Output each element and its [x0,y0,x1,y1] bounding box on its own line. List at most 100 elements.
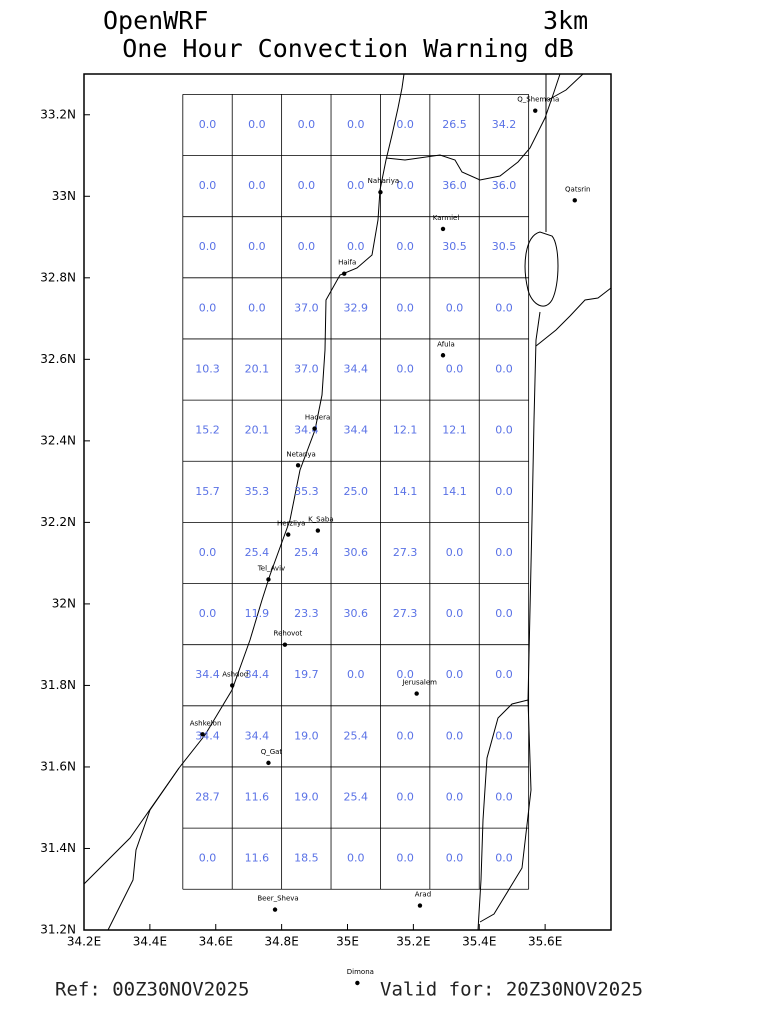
cell-value: 27.3 [393,546,418,559]
y-tick-label: 32.6N [40,352,76,366]
cell-value: 14.1 [393,485,418,498]
cell-value: 34.2 [492,118,517,131]
cell-value: 0.0 [446,668,464,681]
y-tick-label: 31.8N [40,678,76,692]
city-marker [272,907,278,912]
cell-value: 15.7 [195,485,220,498]
cell-value: 35.3 [294,485,319,498]
cell-value: 0.0 [199,546,217,559]
cell-value: 28.7 [195,791,220,804]
cell-value: 0.0 [495,852,513,865]
city-marker [200,732,205,737]
cell-value: 0.0 [495,668,513,681]
cell-value: 34.4 [195,668,220,681]
city-marker [533,108,538,113]
cell-value: 34.4 [245,729,270,742]
cell-value: 0.0 [347,179,365,192]
cell-value: 25.4 [343,729,368,742]
y-tick-label: 31.4N [40,841,76,855]
border [547,73,584,101]
cell-value: 34.4 [294,424,319,437]
city-label: Tel_Aviv [257,564,285,572]
cell-value: 0.0 [495,546,513,559]
city-label: Q_Gat [261,748,283,756]
cell-value: 25.0 [343,485,368,498]
y-tick-label: 33.2N [40,107,76,121]
cell-value: 0.0 [248,301,266,314]
cell-value: 0.0 [446,363,464,376]
cell-value: 0.0 [495,301,513,314]
cell-value: 0.0 [248,118,266,131]
cell-value: 0.0 [396,791,414,804]
cell-value: 0.0 [446,546,464,559]
cell-value: 0.0 [446,791,464,804]
cell-value: 0.0 [495,424,513,437]
cell-value: 20.1 [245,363,270,376]
y-tick-label: 32N [52,596,76,610]
cell-value: 35.3 [245,485,270,498]
cell-value: 0.0 [199,179,217,192]
cell-value: 36.0 [492,179,517,192]
city-marker [312,426,317,431]
resolution: 3km [543,6,588,35]
x-tick-label: 35.2E [396,935,430,949]
cell-value: 12.1 [393,424,418,437]
ref-time: Ref: 00Z30NOV2025 [55,979,249,1001]
cell-value: 0.0 [199,607,217,620]
cell-value: 18.5 [294,852,319,865]
y-tick-label: 32.2N [40,515,76,529]
cell-value: 20.1 [245,424,270,437]
cell-value: 19.0 [294,791,319,804]
cell-value: 30.5 [442,240,467,253]
city-marker [440,353,446,358]
city-label: Hadera [305,414,330,422]
cell-value: 11.9 [245,607,270,620]
city-label: Afula [437,340,455,348]
lake [524,231,559,307]
cell-value: 0.0 [298,240,316,253]
cell-value: 14.1 [442,485,467,498]
x-tick-label: 35.6E [528,935,562,949]
city-marker [286,532,291,537]
cell-value: 26.5 [442,118,467,131]
cell-value: 34.4 [195,729,220,742]
border [479,699,532,923]
cell-value: 37.0 [294,301,319,314]
subtitle: One Hour Convection Warning dB [122,34,574,63]
cell-value: 0.0 [446,729,464,742]
cell-value: 30.6 [343,607,368,620]
city-marker [414,691,419,696]
cell-value: 0.0 [396,301,414,314]
city-label: K_Saba [308,516,334,524]
cell-value: 0.0 [396,118,414,131]
city-label: Qatsrin [565,185,590,193]
city-marker [342,271,347,276]
y-tick-label: 31.2N [40,923,76,937]
cell-value: 34.4 [245,668,270,681]
cell-value: 30.5 [492,240,517,253]
cell-value: 0.0 [495,607,513,620]
coastline [83,73,405,885]
cell-value: 0.0 [396,852,414,865]
cell-value: 0.0 [248,240,266,253]
cell-value: 0.0 [298,179,316,192]
city-marker [417,903,423,908]
x-tick-label: 35.4E [462,935,496,949]
cell-value: 0.0 [495,729,513,742]
cell-value: 30.6 [343,546,368,559]
cell-value: 25.4 [343,791,368,804]
x-tick-label: 34.8E [264,935,298,949]
city-label: Dimona [347,968,374,976]
cell-value: 34.4 [343,424,368,437]
cell-value: 0.0 [495,485,513,498]
y-tick-label: 32.8N [40,270,76,284]
city-label: Beer_Sheva [257,895,298,903]
city-label: Ashkelon [190,719,222,727]
cell-value: 0.0 [396,363,414,376]
cell-value: 0.0 [446,607,464,620]
cell-value: 0.0 [396,729,414,742]
cell-value: 0.0 [199,118,217,131]
cell-value: 0.0 [396,179,414,192]
cell-value: 23.3 [294,607,319,620]
